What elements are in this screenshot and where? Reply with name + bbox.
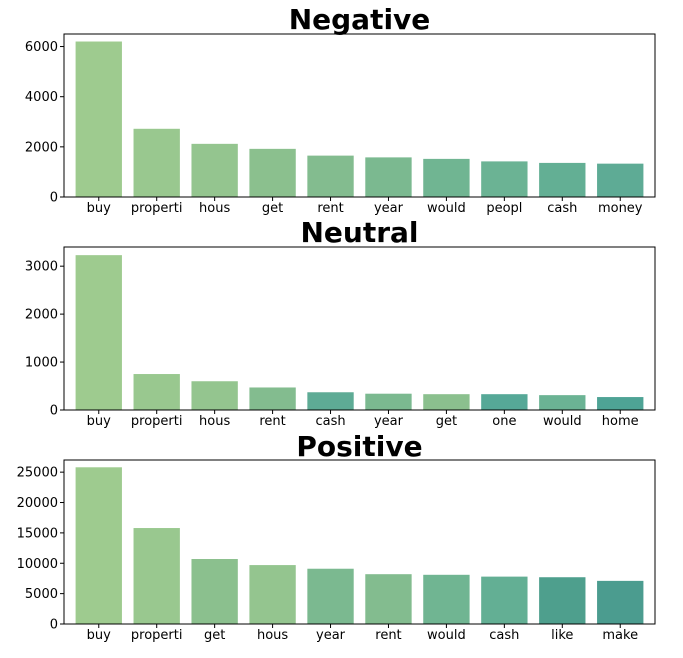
bar-year bbox=[307, 568, 354, 624]
x-tick-label: hous bbox=[199, 201, 230, 216]
y-tick-label: 15000 bbox=[17, 526, 58, 541]
axes-frame bbox=[63, 459, 656, 625]
x-tick-label: rent bbox=[317, 201, 343, 216]
y-tick-label: 2000 bbox=[25, 308, 58, 323]
bar-hous bbox=[191, 381, 238, 410]
x-tick-label: properti bbox=[131, 201, 183, 216]
y-tick-label: 0 bbox=[50, 404, 58, 419]
x-tick-label: get bbox=[436, 414, 457, 429]
bar-buy bbox=[75, 467, 122, 624]
x-tick-label: buy bbox=[87, 628, 111, 643]
y-tick-label: 0 bbox=[50, 618, 58, 633]
bar-rent bbox=[365, 574, 412, 624]
bar-home bbox=[597, 397, 644, 410]
x-tick-label: year bbox=[316, 628, 346, 643]
x-tick-label: year bbox=[374, 201, 404, 216]
bar-peopl bbox=[481, 161, 528, 197]
bar-cash bbox=[481, 576, 528, 624]
x-tick-label: cash bbox=[489, 628, 519, 643]
x-tick-label: year bbox=[374, 414, 404, 429]
bar-buy bbox=[75, 255, 122, 410]
y-tick-label: 20000 bbox=[17, 496, 58, 511]
bar-money bbox=[597, 163, 644, 197]
chart-title: Negative bbox=[289, 3, 431, 36]
bar-hous bbox=[191, 143, 238, 197]
chart-panel-negative: Negative buy properti hous get rent year would p… bbox=[25, 3, 656, 216]
x-tick-label: cash bbox=[315, 414, 345, 429]
x-tick-label: buy bbox=[87, 201, 111, 216]
bar-cash bbox=[307, 392, 354, 410]
bar-rent bbox=[249, 387, 296, 410]
chart-title: Neutral bbox=[300, 216, 418, 249]
x-tick-label: properti bbox=[131, 414, 183, 429]
x-tick-label: cash bbox=[547, 201, 577, 216]
chart-panel-positive: Positive buy properti get hous year rent would c… bbox=[17, 430, 656, 643]
chart-panel-neutral: Neutral buy properti hous rent cash year get one… bbox=[25, 216, 656, 429]
bar-properti bbox=[133, 528, 180, 624]
x-tick-label: like bbox=[551, 628, 573, 643]
bar-buy bbox=[75, 41, 122, 197]
bar-get bbox=[191, 559, 238, 624]
x-tick-label: home bbox=[602, 414, 639, 429]
bar-properti bbox=[133, 374, 180, 410]
x-tick-label: money bbox=[598, 201, 643, 216]
x-tick-label: buy bbox=[87, 414, 111, 429]
bar-hous bbox=[249, 565, 296, 624]
bar-year bbox=[365, 393, 412, 410]
bar-like bbox=[539, 577, 586, 624]
bar-would bbox=[423, 574, 470, 624]
x-tick-label: hous bbox=[257, 628, 288, 643]
bar-cash bbox=[539, 162, 586, 197]
y-tick-label: 0 bbox=[50, 191, 58, 206]
bar-would bbox=[539, 395, 586, 410]
y-tick-label: 1000 bbox=[25, 356, 58, 371]
x-tick-label: would bbox=[543, 414, 582, 429]
axes-frame bbox=[63, 33, 656, 198]
chart-title: Positive bbox=[296, 430, 422, 463]
x-tick-label: would bbox=[427, 628, 466, 643]
bar-get bbox=[249, 148, 296, 197]
y-tick-label: 25000 bbox=[17, 466, 58, 481]
x-tick-label: rent bbox=[259, 414, 285, 429]
y-tick-label: 2000 bbox=[25, 140, 58, 155]
x-tick-label: make bbox=[602, 628, 638, 643]
x-tick-label: peopl bbox=[486, 201, 522, 216]
x-tick-label: hous bbox=[199, 414, 230, 429]
bar-one bbox=[481, 394, 528, 410]
x-tick-label: get bbox=[204, 628, 225, 643]
x-tick-label: get bbox=[262, 201, 283, 216]
x-tick-label: rent bbox=[375, 628, 401, 643]
x-tick-label: would bbox=[427, 201, 466, 216]
bar-make bbox=[597, 580, 644, 624]
bar-would bbox=[423, 158, 470, 197]
y-tick-label: 5000 bbox=[25, 587, 58, 602]
bar-get bbox=[423, 394, 470, 410]
bar-rent bbox=[307, 155, 354, 197]
x-tick-label: one bbox=[492, 414, 516, 429]
bar-properti bbox=[133, 128, 180, 197]
x-tick-label: properti bbox=[131, 628, 183, 643]
y-tick-label: 6000 bbox=[25, 40, 58, 55]
y-tick-label: 3000 bbox=[25, 260, 58, 275]
bar-year bbox=[365, 157, 412, 197]
axes-frame bbox=[63, 246, 656, 411]
y-tick-label: 4000 bbox=[25, 90, 58, 105]
y-tick-label: 10000 bbox=[17, 557, 58, 572]
